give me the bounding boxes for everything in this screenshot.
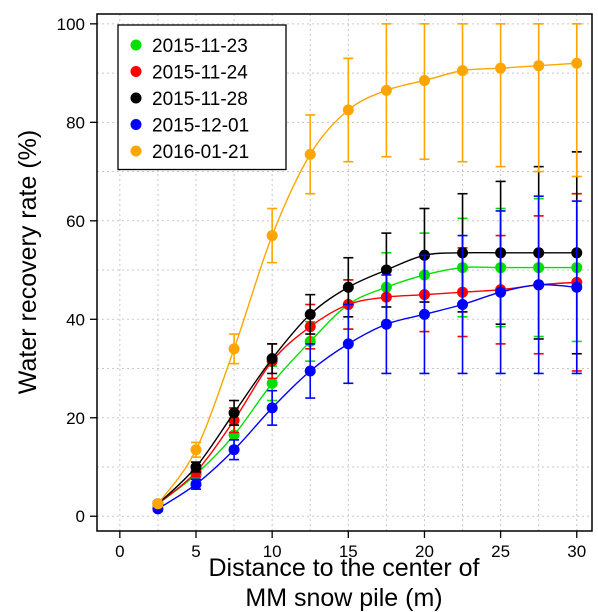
- data-point: [190, 478, 202, 490]
- y-tick-label: 80: [66, 113, 85, 132]
- data-point: [304, 148, 316, 160]
- data-point: [228, 444, 240, 456]
- series-layer: [152, 23, 583, 515]
- x-tick-label: 25: [491, 542, 510, 561]
- data-point: [190, 444, 202, 456]
- data-point: [418, 308, 430, 320]
- x-tick-label: 0: [115, 542, 124, 561]
- legend-marker: [130, 39, 142, 51]
- data-point: [380, 318, 392, 330]
- y-tick-label: 20: [66, 409, 85, 428]
- x-tick-label: 10: [263, 542, 282, 561]
- x-axis-label-line-2: MM snow pile (m): [245, 584, 442, 612]
- y-tick-label: 60: [66, 212, 85, 231]
- data-point: [380, 84, 392, 96]
- data-point: [571, 281, 583, 293]
- data-point: [228, 343, 240, 355]
- x-axis-label-line-1: Distance to the center of: [209, 554, 480, 582]
- legend: 2015-11-23 2015-11-24 2015-11-28 2015-12-01…: [117, 24, 287, 171]
- data-point: [533, 279, 545, 291]
- y-tick-label: 40: [66, 310, 85, 329]
- axes: 0 5 10 15 20 25 30 0 20 40 60 80 100: [57, 15, 587, 561]
- series-2016-01-21: [152, 23, 583, 510]
- legend-marker: [130, 119, 142, 130]
- y-tick-label: 100: [57, 15, 85, 34]
- legend-label: 2015-11-28: [152, 89, 248, 110]
- data-point: [533, 60, 545, 72]
- data-point: [571, 57, 583, 69]
- y-tick-label: 0: [76, 507, 85, 526]
- legend-label: 2015-11-24: [152, 63, 248, 84]
- data-point: [266, 402, 278, 414]
- data-point: [190, 461, 202, 473]
- legend-label: 2015-12-01: [152, 116, 249, 137]
- data-point: [342, 281, 354, 293]
- data-point: [266, 230, 278, 242]
- data-point: [228, 407, 240, 419]
- data-point: [457, 65, 469, 77]
- x-tick-label: 5: [191, 542, 200, 561]
- legend-box: [117, 24, 287, 171]
- legend-label: 2016-01-21: [152, 142, 249, 163]
- plot-frame: [96, 13, 593, 532]
- legend-marker: [130, 66, 142, 77]
- legend-marker: [130, 92, 142, 104]
- y-axis-label: Water recovery rate (%): [14, 130, 42, 394]
- data-point: [304, 365, 316, 377]
- data-point: [495, 286, 507, 298]
- data-point: [342, 338, 354, 350]
- legend-label: 2015-11-23: [152, 36, 248, 57]
- data-point: [152, 498, 164, 510]
- data-point: [380, 264, 392, 276]
- series-2015-12-01: [152, 195, 583, 515]
- data-point: [457, 299, 469, 311]
- data-point: [304, 308, 316, 320]
- x-tick-label: 20: [415, 542, 434, 561]
- legend-marker: [130, 145, 142, 157]
- data-point: [495, 62, 507, 74]
- data-point: [266, 353, 278, 365]
- data-point: [342, 104, 354, 116]
- data-point: [418, 74, 430, 86]
- x-tick-label: 30: [567, 542, 586, 561]
- x-tick-label: 15: [339, 542, 358, 561]
- data-point: [266, 377, 278, 389]
